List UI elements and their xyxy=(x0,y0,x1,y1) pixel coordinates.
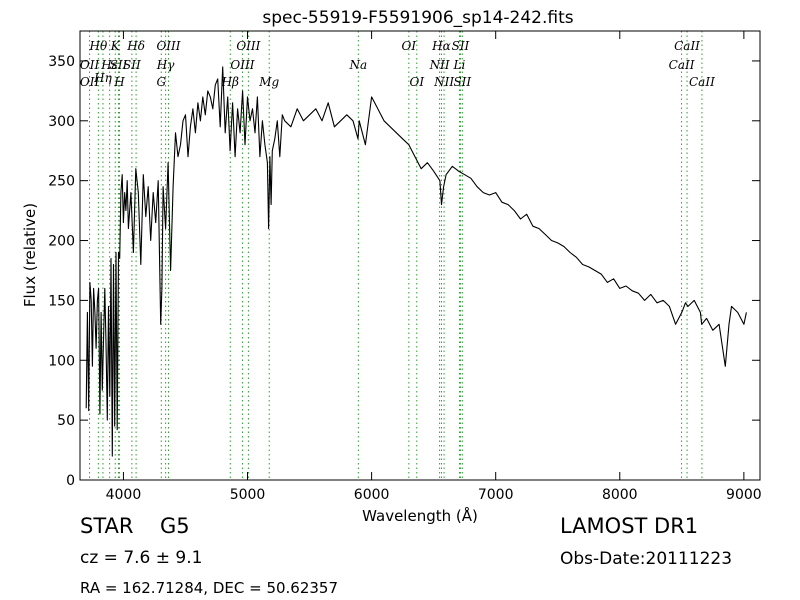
x-tick-label: 7000 xyxy=(478,487,514,503)
spectral-line-label: Li xyxy=(453,58,466,72)
redshift-cz: cz = 7.6 ± 9.1 xyxy=(80,548,203,568)
y-tick-label: 250 xyxy=(48,174,75,190)
spectral-line-label: G xyxy=(156,75,166,89)
y-tick-label: 200 xyxy=(48,234,75,250)
spectral-line-label: Na xyxy=(349,58,368,72)
spectral-line-label: Hε xyxy=(100,58,118,72)
spectral-line-label: OIII xyxy=(230,58,254,72)
spectral-line-label: Hη xyxy=(93,71,112,85)
spectral-line-label: OII xyxy=(80,58,100,72)
object-class: STAR xyxy=(80,514,134,538)
y-tick-label: 350 xyxy=(48,54,75,70)
y-tick-label: 300 xyxy=(48,114,75,130)
spectral-line-label: CaII xyxy=(689,75,715,89)
survey-name: LAMOST DR1 xyxy=(560,514,699,538)
y-tick-label: 0 xyxy=(66,473,75,489)
x-tick-label: 4000 xyxy=(106,487,142,503)
spectral-line-label: OI xyxy=(409,75,424,89)
ra-dec-coordinates: RA = 162.71284, DEC = 50.62357 xyxy=(80,579,339,597)
spectral-line-label: NII xyxy=(433,75,454,89)
spectral-line-markers xyxy=(89,31,703,480)
spectral-line-label: CaII xyxy=(669,58,695,72)
spectral-line-label: H xyxy=(113,75,125,89)
spectral-line-label: Hθ xyxy=(89,39,108,53)
y-tick-label: 100 xyxy=(48,353,75,369)
spectral-line-label: OII xyxy=(80,75,100,89)
x-axis: 4000 5000 6000 7000 8000 9000 xyxy=(106,31,762,503)
object-subclass: G5 xyxy=(160,514,190,538)
y-axis: 0 50 100 150 200 250 300 350 xyxy=(48,54,760,489)
spectral-line-label: NII xyxy=(429,58,450,72)
x-tick-label: 6000 xyxy=(354,487,390,503)
spectral-line-label: Mg xyxy=(258,75,279,89)
spectrum-line xyxy=(85,66,747,457)
spectral-line-label: SII xyxy=(453,75,471,89)
spectral-line-label: OI xyxy=(402,39,417,53)
spectral-line-label: K xyxy=(110,39,121,53)
plot-frame xyxy=(79,30,761,481)
y-tick-label: 50 xyxy=(57,413,75,429)
spectral-line-label: Hα xyxy=(431,39,451,53)
spectral-line-label: SII xyxy=(123,58,141,72)
observation-date: Obs-Date:20111223 xyxy=(560,549,733,569)
spectral-line-label: Hδ xyxy=(126,39,145,53)
x-tick-label: 5000 xyxy=(230,487,266,503)
spectral-line-label: SII xyxy=(452,39,470,53)
spectral-line-label: SII xyxy=(110,58,128,72)
x-tick-label: 8000 xyxy=(602,487,638,503)
spectral-line-label: Hβ xyxy=(221,75,239,89)
spectral-line-label: OIII xyxy=(156,39,180,53)
x-axis-label: Wavelength (Å) xyxy=(362,506,478,525)
spectral-line-label: Hγ xyxy=(156,58,175,72)
y-axis-label: Flux (relative) xyxy=(21,203,39,307)
chart-title: spec-55919-F5591906_sp14-242.fits xyxy=(262,8,573,28)
x-tick-label: 9000 xyxy=(726,487,762,503)
y-tick-label: 150 xyxy=(48,293,75,309)
spectral-line-label: CaII xyxy=(674,39,700,53)
spectral-line-label: OIII xyxy=(236,39,260,53)
